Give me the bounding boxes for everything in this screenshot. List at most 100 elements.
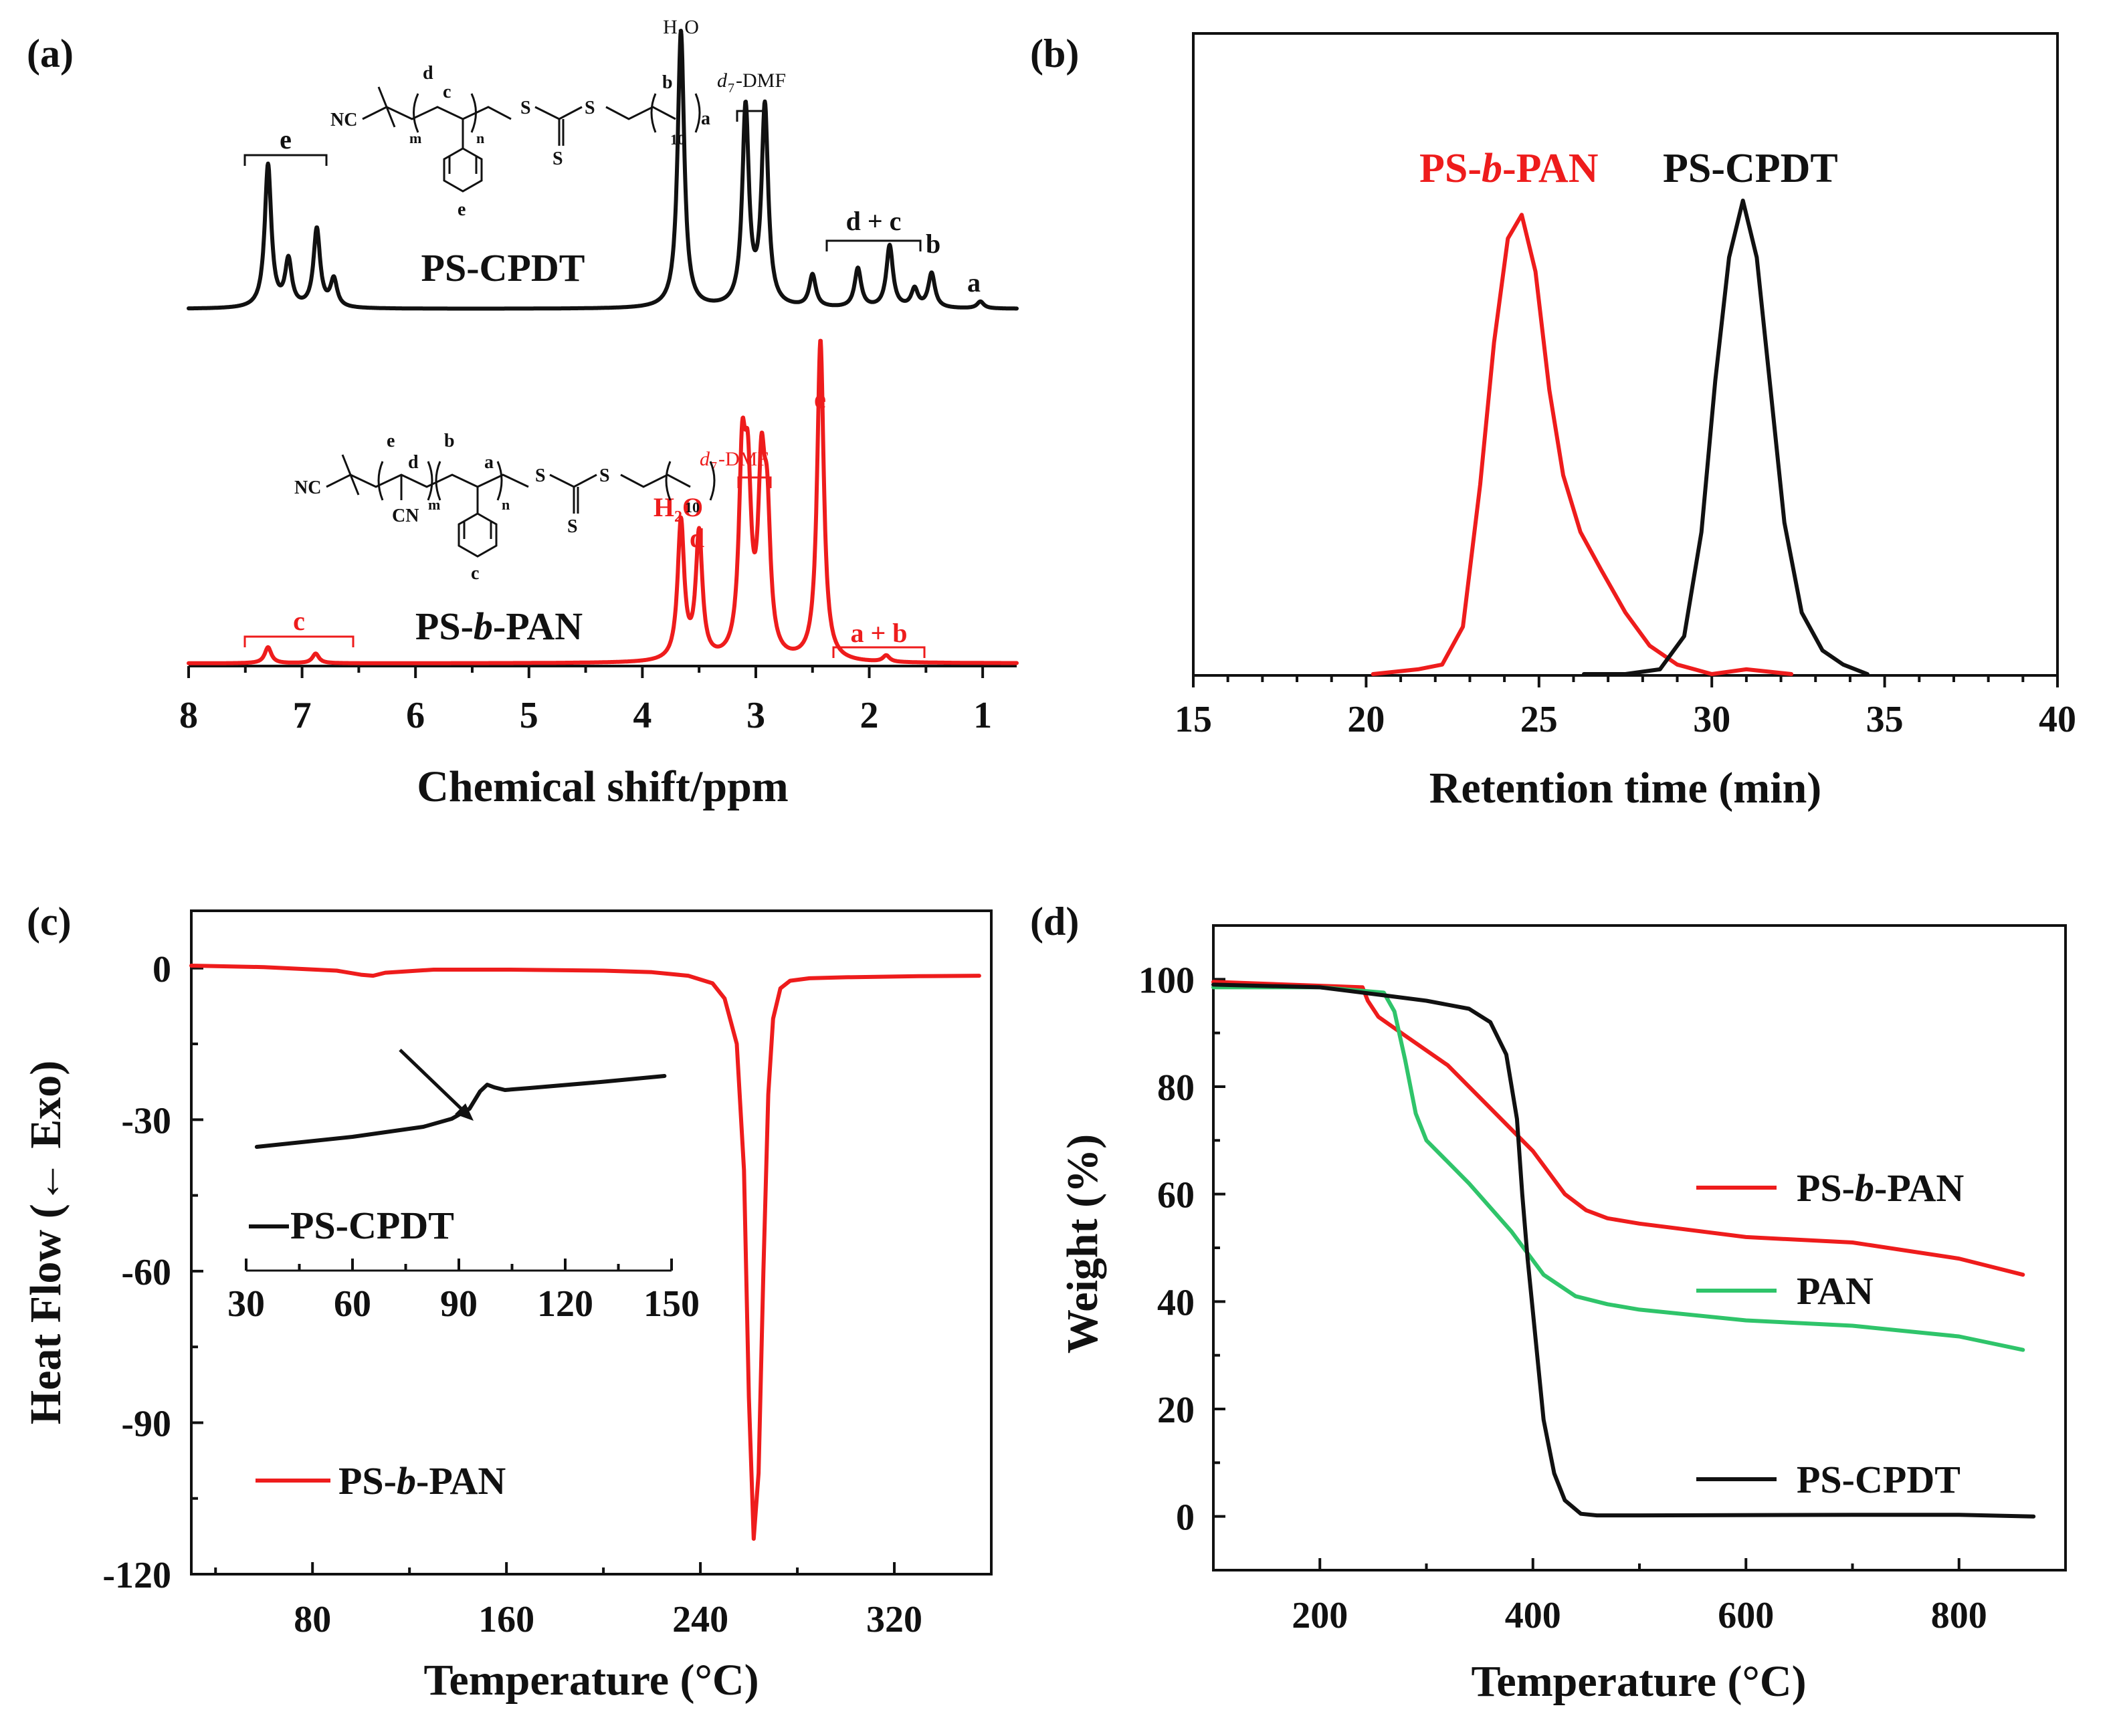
inset-ticks: 30 60 90 120 150 xyxy=(227,1259,700,1325)
inset-x-ticklabel-1: 60 xyxy=(334,1283,371,1325)
panel-d-y-ticklabel-3: 60 xyxy=(1157,1175,1195,1216)
panel-d-y-ticklabel-2: 40 xyxy=(1157,1282,1195,1323)
series-ps-cpdt-nmr xyxy=(187,29,1019,311)
panel-d-legend-ps-b-pan: PS-b-PAN xyxy=(1797,1166,1964,1210)
inset-x-ticklabel-2: 90 xyxy=(440,1283,478,1325)
panel-d-ticks: 200 400 600 800 0 20 40 60 80 100 xyxy=(1138,960,1987,1636)
top-dmf-prefix: d xyxy=(717,70,728,92)
top-dc-label: d + c xyxy=(846,206,902,236)
panel-d-x-ticklabel-2: 600 xyxy=(1718,1595,1774,1636)
c-leg-ital: b xyxy=(397,1459,416,1503)
ps-b-pan-structure: NC CN e d b a m n S S S 10 c xyxy=(294,431,716,584)
series-ps-cpdt-gpc xyxy=(1582,199,1870,676)
panel-c-y-ticklabel-4: -120 xyxy=(102,1555,171,1596)
struct-top-a: a xyxy=(701,108,710,129)
panel-a-ticks: 8 7 6 5 4 3 2 1 xyxy=(179,666,992,736)
inset-x-ticklabel-0: 30 xyxy=(227,1283,265,1325)
panel-c-x-label: Temperature (°C) xyxy=(423,1656,759,1705)
struct-top-s1: S xyxy=(520,98,531,118)
struct-bot-nc: NC xyxy=(294,477,321,498)
top-e-label: e xyxy=(280,124,292,154)
top-a-label: a xyxy=(967,267,981,298)
series-ps-b-pan-dsc xyxy=(189,964,981,1541)
series-ps-cpdt-dsc-inset xyxy=(254,1074,667,1149)
struct-top-m: m xyxy=(409,130,421,146)
panel-a-label: (a) xyxy=(27,31,74,76)
panel-a-x-ticklabel-0: 8 xyxy=(179,695,198,736)
struct-top-e: e xyxy=(458,199,466,220)
bot-c-bracket xyxy=(243,635,355,647)
series-pan-tga xyxy=(1211,985,2025,1352)
panel-a-x-ticklabel-5: 3 xyxy=(746,695,765,736)
panel-d-y-ticklabel-0: 0 xyxy=(1176,1497,1195,1539)
panel-b-x-label: Retention time (min) xyxy=(1429,764,1822,812)
panel-b-x-ticklabel-1: 20 xyxy=(1347,699,1385,740)
panel-c-x-ticklabel-0: 80 xyxy=(294,1599,331,1640)
panel-b-label: (b) xyxy=(1030,31,1079,76)
panel-b-x-ticklabel-0: 15 xyxy=(1175,699,1212,740)
panel-b-x-ticklabel-3: 30 xyxy=(1693,699,1730,740)
series-ps-cpdt-tga xyxy=(1211,982,2036,1519)
struct-bot-m: m xyxy=(428,496,440,513)
struct-bot-s3: S xyxy=(567,516,578,537)
panel-d-y-label: Weight (%) xyxy=(1058,1134,1107,1353)
inset-legend-label: PS-CPDT xyxy=(290,1204,454,1247)
panel-c-legend-label: PS-b-PAN xyxy=(338,1459,506,1503)
panel-c-ticks: 80 160 240 320 0 -30 -60 -90 -120 xyxy=(102,949,922,1640)
panel-c-y-ticklabel-1: -30 xyxy=(121,1100,171,1142)
bottom-annotations: c H₂O d d 7 -DMF e a + b PS-b-PAN xyxy=(243,384,926,658)
top-annotations: e H₂O d 7 -DMF d + c b a PS-CPDT xyxy=(243,16,981,298)
top-e-bracket xyxy=(243,154,328,166)
panel-d-x-ticklabel-1: 400 xyxy=(1505,1595,1561,1636)
c-leg-pre: PS- xyxy=(338,1459,397,1503)
struct-top-n: n xyxy=(476,130,484,146)
panel-c-inset: 30 60 90 120 150 PS-CPDT xyxy=(227,1074,700,1325)
panel-d-y-ticklabel-4: 80 xyxy=(1157,1067,1195,1109)
ps-b-pan-structure-text: NC CN e d b a m n S S S 10 c xyxy=(294,431,700,584)
b-leg-pre: PS- xyxy=(1419,146,1482,191)
struct-top-s3: S xyxy=(552,148,563,169)
struct-bot-ten: 10 xyxy=(685,499,700,516)
bot-c-label: c xyxy=(293,606,305,636)
bot-dmf-suffix: -DMF xyxy=(718,448,769,470)
panel-c-x-ticklabel-3: 320 xyxy=(866,1599,922,1640)
series-ps-b-pan-nmr xyxy=(187,338,1019,665)
top-dmf-sub: 7 xyxy=(728,81,734,96)
panel-a-x-label: Chemical shift/ppm xyxy=(417,762,789,811)
struct-top-s2: S xyxy=(585,98,595,118)
top-dmf-suffix: -DMF xyxy=(736,70,786,92)
panel-b-x-ticklabel-4: 35 xyxy=(1866,699,1904,740)
panel-d-legend-pan: PAN xyxy=(1797,1269,1874,1313)
panel-d-x-ticklabel-0: 200 xyxy=(1292,1595,1348,1636)
struct-bot-cn: CN xyxy=(392,506,419,526)
panel-a-x-ticklabel-2: 6 xyxy=(406,695,425,736)
panel-c-y-ticklabel-3: -90 xyxy=(121,1403,171,1444)
series-ps-b-pan-gpc xyxy=(1371,213,1794,676)
bot-d-label: d xyxy=(690,523,704,553)
panel-b-x-ticklabel-2: 25 xyxy=(1520,699,1558,740)
bot-ab-label: a + b xyxy=(850,618,907,648)
struct-top-d: d xyxy=(423,63,433,84)
panel-c-y-label: Heat Flow (← Exo) xyxy=(21,1061,70,1424)
series-ps-b-pan-tga xyxy=(1211,980,2025,1277)
panel-b-legend-ps-cpdt: PS-CPDT xyxy=(1663,146,1838,191)
panel-b-legend-ps-b-pan: PS-b-PAN xyxy=(1419,146,1598,191)
panel-c-frame xyxy=(190,909,993,1576)
struct-top-b: b xyxy=(662,72,673,93)
panel-a-x-ticklabel-7: 1 xyxy=(973,695,992,736)
panel-c-label: (c) xyxy=(27,899,72,944)
bot-struct-pre: PS- xyxy=(415,605,474,648)
bot-ab-bracket xyxy=(832,646,926,658)
panel-c-y-ticklabel-0: 0 xyxy=(153,949,171,990)
panel-a-x-ticklabel-4: 4 xyxy=(633,695,651,736)
bot-struct-post: -PAN xyxy=(493,605,583,648)
panel-d-x-label: Temperature (°C) xyxy=(1471,1657,1806,1706)
struct-bot-c: c xyxy=(471,563,479,584)
panel-b-frame xyxy=(1192,32,2059,677)
top-struct-label: PS-CPDT xyxy=(421,246,585,290)
panel-a: (a) 8 7 6 5 4 3 2 1 Chemical shift/ppm e H₂O d … xyxy=(27,16,1019,811)
struct-bot-n: n xyxy=(502,496,510,513)
panel-c-y-ticklabel-2: -60 xyxy=(121,1252,171,1293)
inset-x-ticklabel-4: 150 xyxy=(643,1283,700,1325)
bot-dmf-sub: 7 xyxy=(710,459,717,474)
